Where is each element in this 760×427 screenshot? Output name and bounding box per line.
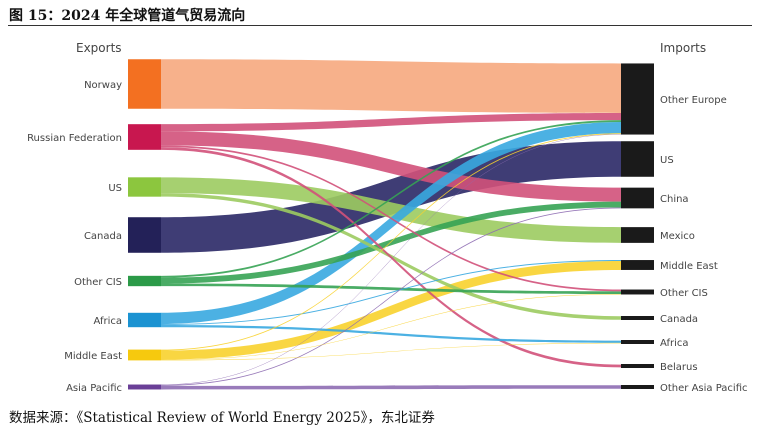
exports-header: Exports	[76, 41, 122, 55]
flow-middleeast-to-middleeast	[161, 260, 621, 360]
importer-label-belarus: Belarus	[660, 362, 698, 373]
importer-bar-china	[621, 187, 654, 209]
flow-norway-to-othereurope	[161, 59, 621, 113]
exporter-bar-us	[128, 177, 161, 197]
flow-russia-to-othereurope	[161, 112, 621, 132]
flow-othercis-to-othereurope	[161, 120, 621, 278]
importer-label-othereurope: Other Europe	[660, 95, 727, 106]
source-note: 数据来源：《Statistical Review of World Energy…	[9, 410, 435, 426]
importer-label-othercis: Other CIS	[660, 288, 708, 299]
exporter-bar-russia	[128, 124, 161, 150]
flow-layer	[161, 59, 621, 390]
exporter-label-asiapacific: Asia Pacific	[66, 383, 122, 394]
importer-bar-africa	[621, 340, 654, 344]
flow-othercis-to-othercis	[161, 283, 621, 295]
figure-title: 图 15：2024 年全球管道气贸易流向	[9, 8, 246, 24]
importer-nodes: Other Europe US China Mexico Middle East Othe…	[621, 63, 748, 394]
importer-label-canada: Canada	[660, 314, 698, 325]
flow-russia-to-othercis	[161, 145, 621, 292]
flow-othercis-to-china	[161, 201, 621, 284]
flow-asiapacific-to-othereurope	[161, 134, 621, 385]
importer-label-mexico: Mexico	[660, 231, 695, 242]
flow-africa-to-africa	[161, 324, 621, 343]
flow-middleeast-to-othereurope	[161, 133, 621, 351]
flow-asiapacific-to-otherasiapacific	[161, 385, 621, 390]
exporter-bar-norway	[128, 59, 161, 109]
exporter-bar-othercis	[128, 275, 161, 287]
flow-russia-to-china	[161, 131, 621, 202]
importer-label-middleeast: Middle East	[660, 261, 718, 272]
importer-bar-us	[621, 141, 654, 177]
importer-bar-mexico	[621, 227, 654, 243]
importer-bar-belarus	[621, 364, 654, 368]
exporter-label-africa: Africa	[93, 316, 122, 327]
exporter-bar-africa	[128, 312, 161, 328]
flow-middleeast-to-africa	[161, 342, 621, 361]
exporter-label-middleeast: Middle East	[64, 351, 122, 362]
exporter-label-norway: Norway	[84, 80, 122, 91]
exporter-label-othercis: Other CIS	[74, 277, 122, 288]
importer-bar-middleeast	[621, 260, 654, 270]
flow-africa-to-middleeast	[161, 260, 621, 325]
exporter-bar-canada	[128, 217, 161, 253]
title-divider	[8, 25, 752, 26]
flow-russia-to-belarus	[161, 147, 621, 368]
importer-bar-othereurope	[621, 63, 654, 135]
flow-canada-to-us	[161, 141, 621, 253]
exporter-label-us: US	[108, 183, 122, 194]
exporter-label-canada: Canada	[84, 231, 122, 242]
imports-header: Imports	[660, 41, 706, 55]
flow-africa-to-othereurope	[161, 121, 621, 325]
importer-bar-othercis	[621, 289, 654, 295]
flow-middleeast-to-othercis	[161, 294, 621, 360]
importer-label-otherasiapacific: Other Asia Pacific	[660, 383, 748, 394]
importer-label-us: US	[660, 155, 674, 166]
exporter-bar-asiapacific	[128, 384, 161, 390]
exporter-label-russia: Russian Federation	[27, 133, 122, 144]
flow-asiapacific-to-china	[161, 207, 621, 386]
importer-label-china: China	[660, 194, 689, 205]
importer-bar-canada	[621, 316, 654, 320]
importer-label-africa: Africa	[660, 338, 689, 349]
exporter-nodes: Norway Russian Federation US Canada Other CI…	[27, 59, 161, 394]
exporter-bar-middleeast	[128, 349, 161, 361]
importer-bar-otherasiapacific	[621, 385, 654, 389]
